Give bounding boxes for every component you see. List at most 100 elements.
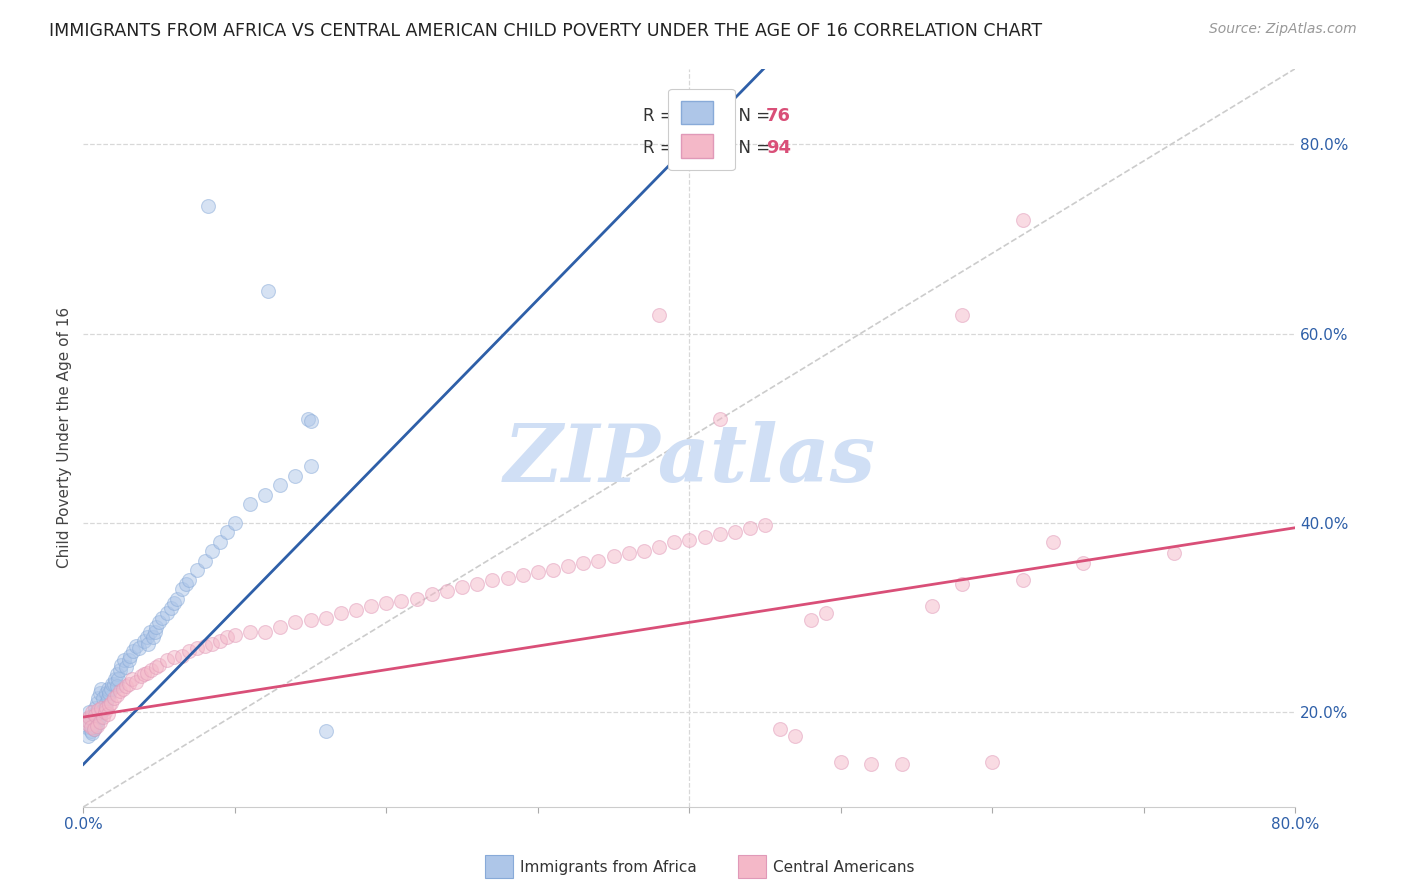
- Point: [981, 755, 1004, 769]
- Point: [950, 577, 973, 591]
- Point: [527, 565, 550, 579]
- Point: [329, 606, 352, 620]
- Point: [269, 620, 291, 634]
- Point: [141, 663, 163, 677]
- Point: [93, 700, 115, 714]
- Point: [297, 412, 319, 426]
- Point: [830, 755, 852, 769]
- Point: [132, 667, 155, 681]
- Point: [512, 568, 534, 582]
- Point: [254, 624, 277, 639]
- Point: [1163, 546, 1185, 560]
- Point: [269, 478, 291, 492]
- Point: [132, 634, 155, 648]
- Point: [193, 639, 215, 653]
- Point: [257, 284, 280, 298]
- Point: [186, 640, 208, 655]
- Point: [217, 525, 239, 540]
- Point: [201, 544, 224, 558]
- Text: Source: ZipAtlas.com: Source: ZipAtlas.com: [1209, 22, 1357, 37]
- Point: [101, 677, 124, 691]
- Point: [588, 554, 610, 568]
- Point: [110, 657, 132, 672]
- Point: [84, 719, 107, 733]
- Point: [86, 718, 108, 732]
- Point: [465, 577, 488, 591]
- Point: [87, 713, 110, 727]
- Text: R =: R =: [644, 138, 679, 156]
- Point: [360, 599, 382, 614]
- Point: [814, 606, 837, 620]
- Point: [111, 681, 134, 696]
- Point: [125, 675, 148, 690]
- Point: [315, 610, 337, 624]
- Point: [1011, 213, 1033, 227]
- Point: [83, 707, 105, 722]
- Point: [94, 686, 117, 700]
- Text: N =: N =: [728, 107, 776, 125]
- Text: Immigrants from Africa: Immigrants from Africa: [520, 860, 697, 874]
- Point: [112, 653, 135, 667]
- Point: [96, 707, 118, 722]
- Point: [496, 571, 519, 585]
- Point: [75, 719, 97, 733]
- Point: [602, 549, 624, 563]
- Point: [82, 726, 104, 740]
- Point: [239, 624, 262, 639]
- Point: [91, 703, 114, 717]
- Point: [738, 521, 761, 535]
- Point: [86, 696, 108, 710]
- Point: [84, 708, 107, 723]
- Point: [166, 591, 188, 606]
- Point: [785, 729, 807, 743]
- Point: [179, 573, 201, 587]
- Point: [481, 573, 503, 587]
- Point: [156, 653, 179, 667]
- Point: [648, 540, 671, 554]
- Point: [208, 634, 231, 648]
- Point: [114, 679, 136, 693]
- Text: 76: 76: [766, 107, 790, 125]
- Text: IMMIGRANTS FROM AFRICA VS CENTRAL AMERICAN CHILD POVERTY UNDER THE AGE OF 16 COR: IMMIGRANTS FROM AFRICA VS CENTRAL AMERIC…: [49, 22, 1042, 40]
- Point: [208, 535, 231, 549]
- Point: [709, 527, 731, 541]
- Point: [224, 628, 246, 642]
- Point: [754, 517, 776, 532]
- Point: [224, 516, 246, 530]
- Point: [128, 640, 150, 655]
- Point: [145, 620, 167, 634]
- Point: [617, 546, 640, 560]
- Point: [121, 672, 143, 686]
- Text: N =: N =: [728, 138, 776, 156]
- Point: [103, 677, 125, 691]
- Point: [122, 644, 145, 658]
- Point: [100, 696, 122, 710]
- Point: [125, 639, 148, 653]
- Point: [82, 706, 104, 720]
- Point: [664, 535, 686, 549]
- Point: [800, 613, 823, 627]
- Point: [254, 487, 277, 501]
- Point: [143, 624, 166, 639]
- Point: [136, 665, 159, 680]
- Point: [148, 657, 170, 672]
- Point: [114, 660, 136, 674]
- Point: [87, 691, 110, 706]
- Point: [105, 679, 128, 693]
- Point: [79, 706, 101, 720]
- Point: [139, 624, 162, 639]
- Point: [633, 544, 655, 558]
- Point: [724, 525, 747, 540]
- Point: [118, 653, 141, 667]
- Point: [83, 723, 105, 737]
- Point: [79, 714, 101, 729]
- Point: [890, 757, 912, 772]
- Point: [436, 584, 458, 599]
- Point: [80, 719, 103, 733]
- Point: [94, 696, 117, 710]
- Point: [170, 648, 193, 663]
- Point: [391, 593, 413, 607]
- Point: [96, 691, 118, 706]
- Point: [572, 556, 595, 570]
- Point: [142, 630, 165, 644]
